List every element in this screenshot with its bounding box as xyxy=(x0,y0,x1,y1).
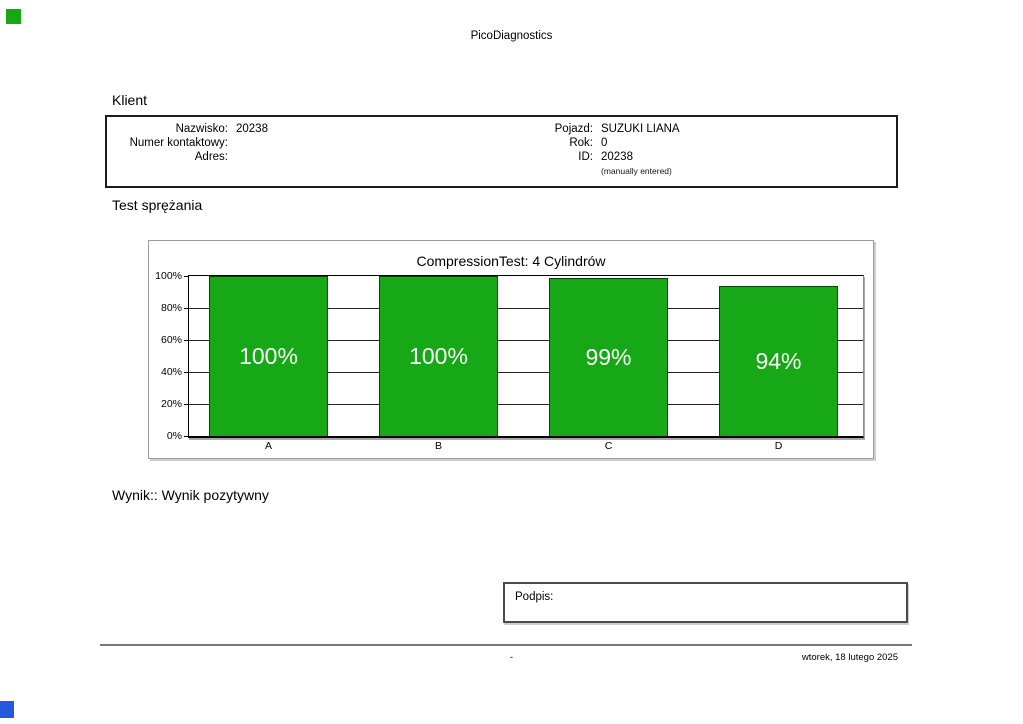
y-axis-tick xyxy=(184,404,188,405)
y-axis-tick xyxy=(184,436,188,437)
field-label-pojazd: Pojazd: xyxy=(554,123,593,135)
corner-marker-green xyxy=(6,9,21,24)
chart-frame: CompressionTest: 4 Cylindrów 100% 100% 99%… xyxy=(148,240,874,459)
y-axis-tick-label: 0% xyxy=(166,430,182,442)
field-label-adres: Adres: xyxy=(194,151,228,163)
bar-value-label: 94% xyxy=(755,348,802,374)
bar-cylinder-A: 100% xyxy=(209,276,328,436)
id-manual-entry-note: (manually entered) xyxy=(601,166,672,176)
footer-page-indicator: - xyxy=(509,652,514,663)
bar-value-label: 100% xyxy=(409,343,468,369)
client-section-heading: Klient xyxy=(112,92,148,108)
footer-rule xyxy=(100,644,912,646)
field-value-rok: 0 xyxy=(601,137,608,149)
bar-cylinder-B: 100% xyxy=(379,276,498,436)
chart-plot: 100% 100% 99% 94% xyxy=(188,275,864,438)
gridline xyxy=(189,372,863,373)
y-axis-tick xyxy=(184,372,188,373)
field-label-rok: Rok: xyxy=(569,137,593,149)
field-value-nazwisko: 20238 xyxy=(236,123,268,135)
footer-date: wtorek, 18 lutego 2025 xyxy=(801,652,898,663)
bar-cylinder-D: 94% xyxy=(719,286,838,436)
corner-marker-blue xyxy=(0,701,14,718)
y-axis-tick-label: 40% xyxy=(160,366,182,378)
bar-value-label: 99% xyxy=(585,344,632,370)
field-label-numer-kontaktowy: Numer kontaktowy: xyxy=(129,137,228,149)
x-axis-category-label: C xyxy=(604,440,613,452)
x-axis-category-label: A xyxy=(264,440,272,452)
x-axis-category-label: D xyxy=(774,440,783,452)
client-fields-right: Pojazd: SUZUKI LIANA Rok: 0 ID: 20238 (m… xyxy=(483,122,680,178)
field-value-adres xyxy=(236,150,268,164)
result-text: Wynik:: Wynik pozytywny xyxy=(112,487,269,503)
chart-title: CompressionTest: 4 Cylindrów xyxy=(416,253,606,269)
field-value-numer-kontaktowy xyxy=(236,136,268,150)
bar-value-label: 100% xyxy=(239,343,298,369)
y-axis-tick xyxy=(184,340,188,341)
y-axis-tick xyxy=(184,308,188,309)
signature-box: Podpis: xyxy=(503,582,908,623)
y-axis-tick-label: 60% xyxy=(160,334,182,346)
gridline xyxy=(189,308,863,309)
y-axis-tick xyxy=(184,276,188,277)
page-title: PicoDiagnostics xyxy=(470,30,553,42)
gridline xyxy=(189,404,863,405)
client-fields-left: Nazwisko: 20238 Numer kontaktowy: Adres: xyxy=(110,122,268,164)
field-label-id: ID: xyxy=(578,151,593,163)
y-axis-tick-label: 20% xyxy=(160,398,182,410)
field-label-nazwisko: Nazwisko: xyxy=(175,123,228,135)
field-value-id: 20238 xyxy=(601,151,633,163)
client-info-box: Nazwisko: 20238 Numer kontaktowy: Adres:… xyxy=(105,115,898,188)
gridline xyxy=(189,340,863,341)
field-value-pojazd: SUZUKI LIANA xyxy=(601,123,680,135)
y-axis-tick-label: 100% xyxy=(155,270,182,282)
field-label-empty xyxy=(483,164,593,178)
bar-cylinder-C: 99% xyxy=(549,278,668,436)
signature-label: Podpis: xyxy=(515,591,554,603)
compression-test-heading: Test sprężania xyxy=(112,197,203,213)
x-axis-category-label: B xyxy=(434,440,442,452)
y-axis-tick-label: 80% xyxy=(160,302,182,314)
